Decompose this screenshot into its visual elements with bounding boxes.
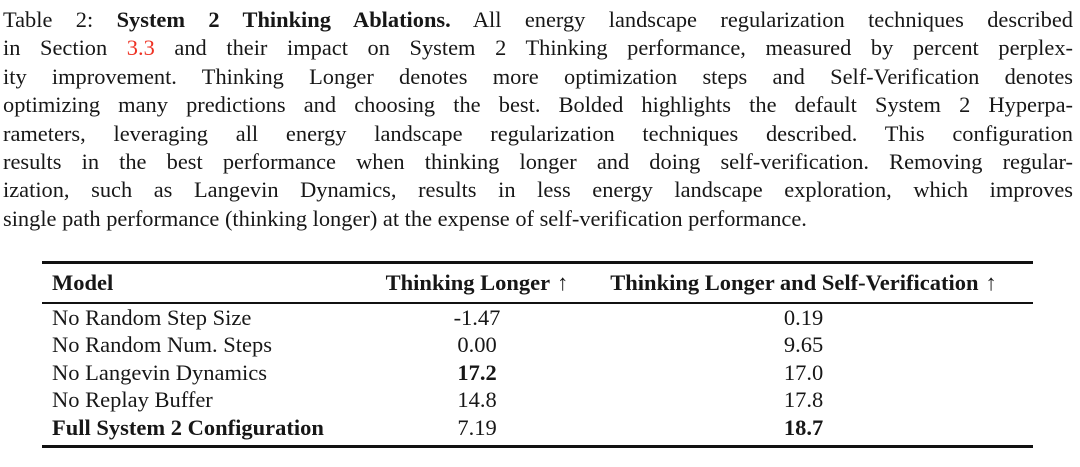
table-bottomrule xyxy=(42,444,1033,448)
cell-model: No Random Step Size xyxy=(52,304,252,330)
cell-thinking-longer-self-verification: 18.7 xyxy=(783,414,824,440)
table-header-row: Model Thinking Longer ↑ Thinking Longer a… xyxy=(42,264,1033,302)
caption-line-7: ization, such as Langevin Dynamics, resu… xyxy=(3,176,1073,204)
table-row: No Langevin Dynamics 17.2 17.0 xyxy=(42,359,1033,387)
column-header-label: Thinking Longer xyxy=(385,270,551,295)
cell-thinking-longer-self-verification: 17.8 xyxy=(783,387,824,413)
caption-label: Table 2: xyxy=(3,7,117,32)
table-midrule xyxy=(42,302,1033,304)
cell-thinking-longer-self-verification: 9.65 xyxy=(783,332,824,358)
caption-line-3: ity improvement. Thinking Longer denotes… xyxy=(3,63,1073,91)
column-header-thinking-longer: Thinking Longer ↑ xyxy=(380,270,574,296)
cell-model: Full System 2 Configuration xyxy=(52,414,324,440)
cell-thinking-longer: -1.47 xyxy=(453,304,501,330)
cell-model: No Langevin Dynamics xyxy=(52,359,267,385)
cell-thinking-longer: 7.19 xyxy=(457,414,497,440)
caption-text: ization, such as Langevin Dynamics, resu… xyxy=(3,177,1073,203)
table-body: No Random Step Size -1.47 0.19 No Random… xyxy=(42,304,1033,445)
table-caption: Table 2: System 2 Thinking Ablations. Al… xyxy=(3,6,1073,233)
column-header-thinking-longer-self-verification: Thinking Longer and Self-Verification ↑ xyxy=(574,270,1033,296)
cell-thinking-longer: 14.8 xyxy=(457,387,497,413)
caption-line-5: rameters, leveraging all energy landscap… xyxy=(3,120,1073,148)
column-header-model: Model xyxy=(42,270,380,296)
caption-line-1: Table 2: System 2 Thinking Ablations. Al… xyxy=(3,6,1073,34)
cell-model: No Random Num. Steps xyxy=(52,332,273,358)
caption-text: ity improvement. Thinking Longer denotes… xyxy=(3,63,1073,89)
caption-text: single path performance (thinking longer… xyxy=(3,205,807,231)
table-toprule xyxy=(42,261,1033,264)
table-row: No Replay Buffer 14.8 17.8 xyxy=(42,387,1033,415)
caption-text: results in the best performance when thi… xyxy=(3,149,1073,175)
cell-thinking-longer-self-verification: 0.19 xyxy=(783,304,824,330)
caption-line-6: results in the best performance when thi… xyxy=(3,148,1073,176)
caption-text: rameters, leveraging all energy landscap… xyxy=(3,120,1073,146)
cell-model: No Replay Buffer xyxy=(52,387,213,413)
table-row: No Random Step Size -1.47 0.19 xyxy=(42,304,1033,332)
caption-text: All energy landscape regularization tech… xyxy=(450,7,1073,32)
section-ref-link[interactable]: 3.3 xyxy=(126,35,155,61)
caption-line-8: single path performance (thinking longer… xyxy=(3,205,1073,233)
caption-title: System 2 Thinking Ablations. xyxy=(116,7,451,32)
up-arrow-icon: ↑ xyxy=(557,270,569,295)
cell-thinking-longer: 0.00 xyxy=(457,332,497,358)
caption-text: and their impact on System 2 Thinking pe… xyxy=(154,35,1073,61)
ablation-table: Model Thinking Longer ↑ Thinking Longer a… xyxy=(42,261,1033,448)
table-row: No Random Num. Steps 0.00 9.65 xyxy=(42,332,1033,360)
up-arrow-icon: ↑ xyxy=(985,270,997,295)
cell-thinking-longer-self-verification: 17.0 xyxy=(783,359,824,385)
cell-thinking-longer: 17.2 xyxy=(457,359,497,385)
column-header-label: Model xyxy=(52,270,114,295)
table-row: Full System 2 Configuration 7.19 18.7 xyxy=(42,414,1033,442)
caption-line-2: in Section 3.3 and their impact on Syste… xyxy=(3,34,1073,62)
caption-line-4: optimizing many predictions and choosing… xyxy=(3,91,1073,119)
caption-text: in Section xyxy=(3,35,127,61)
caption-text: optimizing many predictions and choosing… xyxy=(3,92,1073,118)
column-header-label: Thinking Longer and Self-Verification xyxy=(610,270,979,295)
